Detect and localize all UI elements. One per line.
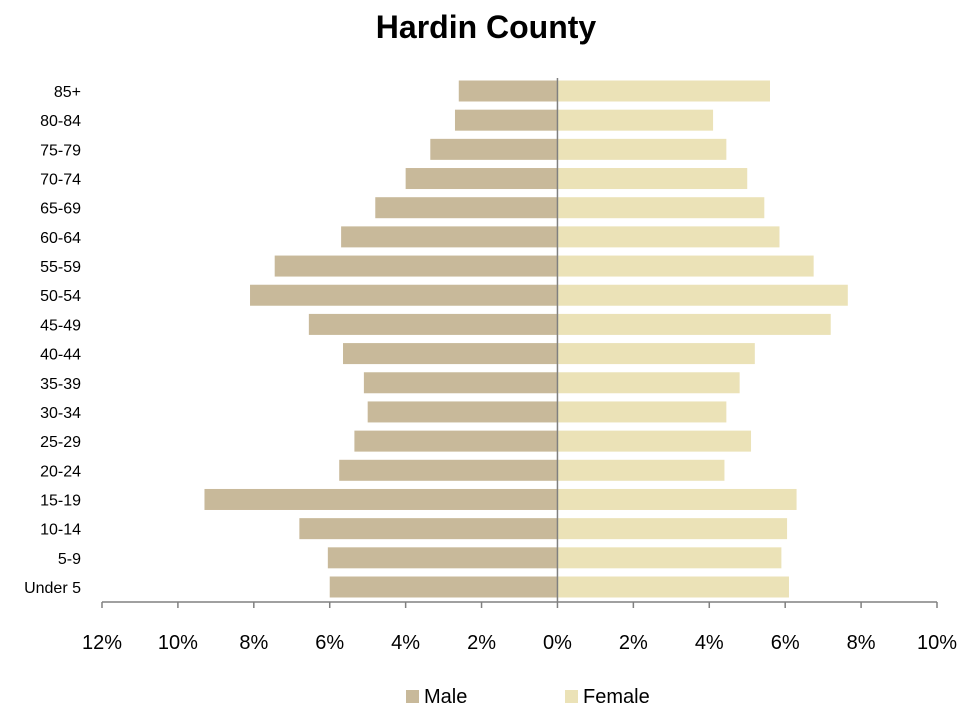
male-bar-20-24 <box>339 459 558 481</box>
female-legend-label: Female <box>583 686 650 708</box>
female-bar-5-9 <box>557 547 782 569</box>
category-label: 70-74 <box>40 172 81 189</box>
male-bar-5-9 <box>327 547 558 569</box>
category-label: 20-24 <box>40 463 81 480</box>
category-label: 65-69 <box>40 201 81 218</box>
x-tick-label: 12% <box>82 632 122 654</box>
category-label: 25-29 <box>40 434 81 451</box>
male-bar-40-44 <box>343 343 558 365</box>
x-tick-label: 2% <box>619 632 648 654</box>
x-tick-label: 6% <box>771 632 800 654</box>
male-bar-55-59 <box>274 255 558 277</box>
x-tick-label: 8% <box>847 632 876 654</box>
female-bar-25-29 <box>557 430 752 452</box>
category-label: Under 5 <box>24 580 81 597</box>
female-bar-80-84 <box>557 109 714 131</box>
legend: Male Female <box>406 686 650 708</box>
female-bar-15-19 <box>557 488 797 510</box>
category-label: 40-44 <box>40 347 81 364</box>
category-label: 55-59 <box>40 259 81 276</box>
category-label: 15-19 <box>40 492 81 509</box>
x-tick-label: 0% <box>543 632 572 654</box>
female-bar-65-69 <box>557 197 765 219</box>
female-bar-85plus <box>557 80 770 102</box>
male-legend-label: Male <box>424 686 467 708</box>
female-bar-60-64 <box>557 226 780 248</box>
female-bar-70-74 <box>557 168 748 190</box>
male-bar-50-54 <box>250 284 558 306</box>
female-bar-35-39 <box>557 372 740 394</box>
bars-group <box>204 80 848 598</box>
x-tick-label: 4% <box>695 632 724 654</box>
category-label: 60-64 <box>40 230 81 247</box>
female-bar-75-79 <box>557 138 727 160</box>
male-bar-85plus <box>458 80 558 102</box>
male-bar-65-69 <box>375 197 558 219</box>
male-bar-15-19 <box>204 488 558 510</box>
x-tick-label: 10% <box>917 632 957 654</box>
male-bar-75-79 <box>430 138 558 160</box>
category-label: 50-54 <box>40 288 81 305</box>
category-label: 80-84 <box>40 113 81 130</box>
male-legend-swatch <box>406 690 419 703</box>
category-label: 75-79 <box>40 142 81 159</box>
male-bar-80-84 <box>454 109 558 131</box>
male-bar-45-49 <box>308 313 558 335</box>
female-bar-40-44 <box>557 343 755 365</box>
category-label: 35-39 <box>40 376 81 393</box>
female-legend-swatch <box>565 690 578 703</box>
category-label: 5-9 <box>58 551 81 568</box>
female-bar-45-49 <box>557 313 831 335</box>
x-tick-label: 4% <box>391 632 420 654</box>
category-label: 85+ <box>54 84 81 101</box>
female-bar-under-5 <box>557 576 789 598</box>
female-bar-10-14 <box>557 518 788 540</box>
category-labels: Under 5 5-9 10-14 15-19 20-24 25-29 30-34 35-39… <box>24 84 81 597</box>
male-bar-under-5 <box>329 576 558 598</box>
female-bar-50-54 <box>557 284 848 306</box>
x-axis: 12% 10% 8% 6% 4% 2% 0% 2% 4% 6% 8% 10% <box>82 78 957 654</box>
category-label: 10-14 <box>40 522 81 539</box>
x-tick-label: 6% <box>315 632 344 654</box>
category-label: 45-49 <box>40 317 81 334</box>
x-tick-label: 10% <box>158 632 198 654</box>
category-label: 30-34 <box>40 405 81 422</box>
male-bar-35-39 <box>363 372 558 394</box>
chart-title: Hardin County <box>376 9 597 45</box>
male-bar-10-14 <box>299 518 558 540</box>
male-bar-60-64 <box>341 226 558 248</box>
x-tick-label: 8% <box>239 632 268 654</box>
female-bar-30-34 <box>557 401 727 423</box>
female-bar-55-59 <box>557 255 814 277</box>
female-bar-20-24 <box>557 459 725 481</box>
male-bar-25-29 <box>354 430 558 452</box>
male-bar-70-74 <box>405 168 558 190</box>
x-tick-label: 2% <box>467 632 496 654</box>
male-bar-30-34 <box>367 401 558 423</box>
